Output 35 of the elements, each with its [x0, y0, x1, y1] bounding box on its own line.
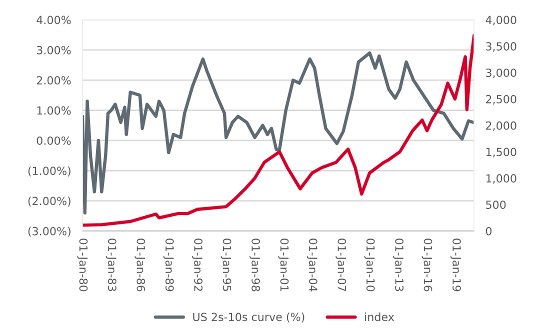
x-tick-label: 01-Jan-01 — [278, 238, 289, 291]
x-tick-label: 01-Jan-98 — [249, 238, 260, 292]
x-tick-label: 01-Jan-83 — [106, 238, 116, 292]
line-series — [82, 51, 474, 214]
x-tick-label: 01-Jan-80 — [77, 238, 88, 292]
y2-tick-label: 4,000 — [486, 16, 516, 26]
legend-label: US 2s-10s curve (%) — [193, 312, 304, 322]
x-tick-label: 01-Jan-16 — [422, 238, 432, 292]
y-tick-label: 2.00% — [36, 76, 71, 85]
y-tick-label: (2.00%) — [28, 196, 70, 207]
y2-tick-label: 0 — [486, 226, 492, 236]
x-tick-label: 01-Jan-92 — [192, 238, 203, 291]
legend-label: index — [365, 312, 394, 322]
y-tick-label: 0.00% — [36, 136, 71, 145]
y2-tick-label: 1,500 — [486, 148, 516, 158]
x-tick-label: 01-Jan-10 — [364, 238, 375, 292]
y2-tick-label: 3,500 — [486, 42, 516, 52]
y2-tick-label: 3,000 — [486, 68, 516, 78]
x-tick-label: 01-Jan-95 — [220, 238, 232, 292]
x-tick-label: 01-Jan-86 — [134, 238, 146, 292]
x-tick-label: 01-Jan-04 — [306, 238, 318, 292]
y2-tick-label: 500 — [486, 200, 506, 209]
y-tick-label: 4.00% — [36, 16, 71, 24]
y-tick-label: (1.00%) — [28, 166, 70, 176]
x-tick-label: 01-Jan-89 — [163, 238, 174, 292]
y2-tick-label: 2,000 — [486, 121, 516, 131]
x-tick-label: 01-Jan-13 — [393, 238, 404, 292]
y-tick-label: (3.00%) — [28, 226, 70, 237]
y-tick-label: 1.00% — [37, 106, 71, 115]
y2-tick-label: 1,000 — [486, 174, 516, 184]
y-tick-label: 3.00% — [36, 46, 71, 54]
x-tick-label: 01-Jan-07 — [336, 238, 346, 292]
x-tick-label: 01-Jan-19 — [450, 238, 461, 292]
y2-tick-label: 2,500 — [486, 94, 516, 105]
line-series — [82, 34, 474, 227]
